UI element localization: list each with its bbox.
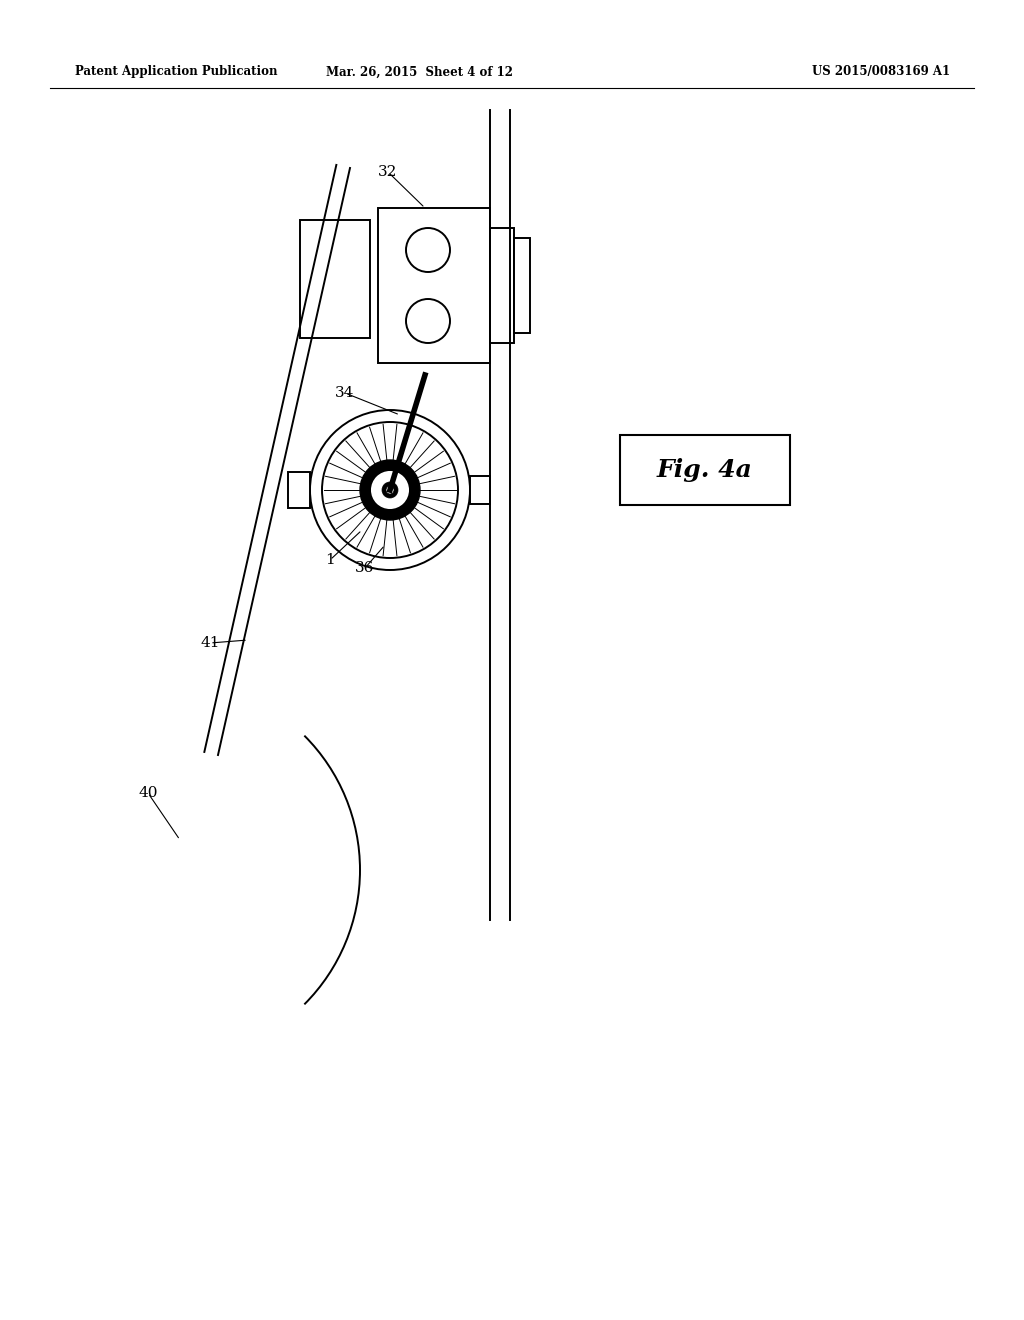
- Circle shape: [310, 411, 470, 570]
- Bar: [288, 473, 310, 508]
- Circle shape: [360, 459, 420, 520]
- Bar: [300, 220, 370, 338]
- Bar: [514, 238, 530, 333]
- Bar: [490, 228, 514, 343]
- Text: 1: 1: [326, 553, 335, 568]
- Bar: [378, 209, 490, 363]
- Text: 32: 32: [378, 165, 397, 180]
- Text: Fig. 4a: Fig. 4a: [657, 458, 753, 482]
- Text: Mar. 26, 2015  Sheet 4 of 12: Mar. 26, 2015 Sheet 4 of 12: [327, 66, 513, 78]
- Bar: [470, 477, 490, 504]
- Circle shape: [406, 300, 450, 343]
- Circle shape: [406, 228, 450, 272]
- Circle shape: [370, 470, 410, 510]
- Text: 41: 41: [201, 636, 220, 649]
- Text: US 2015/0083169 A1: US 2015/0083169 A1: [812, 66, 950, 78]
- Text: 36: 36: [355, 561, 375, 576]
- Circle shape: [386, 486, 394, 494]
- Bar: [620, 436, 790, 506]
- Text: Patent Application Publication: Patent Application Publication: [75, 66, 278, 78]
- Text: 34: 34: [335, 385, 354, 400]
- Text: 40: 40: [138, 785, 158, 800]
- Circle shape: [382, 482, 398, 498]
